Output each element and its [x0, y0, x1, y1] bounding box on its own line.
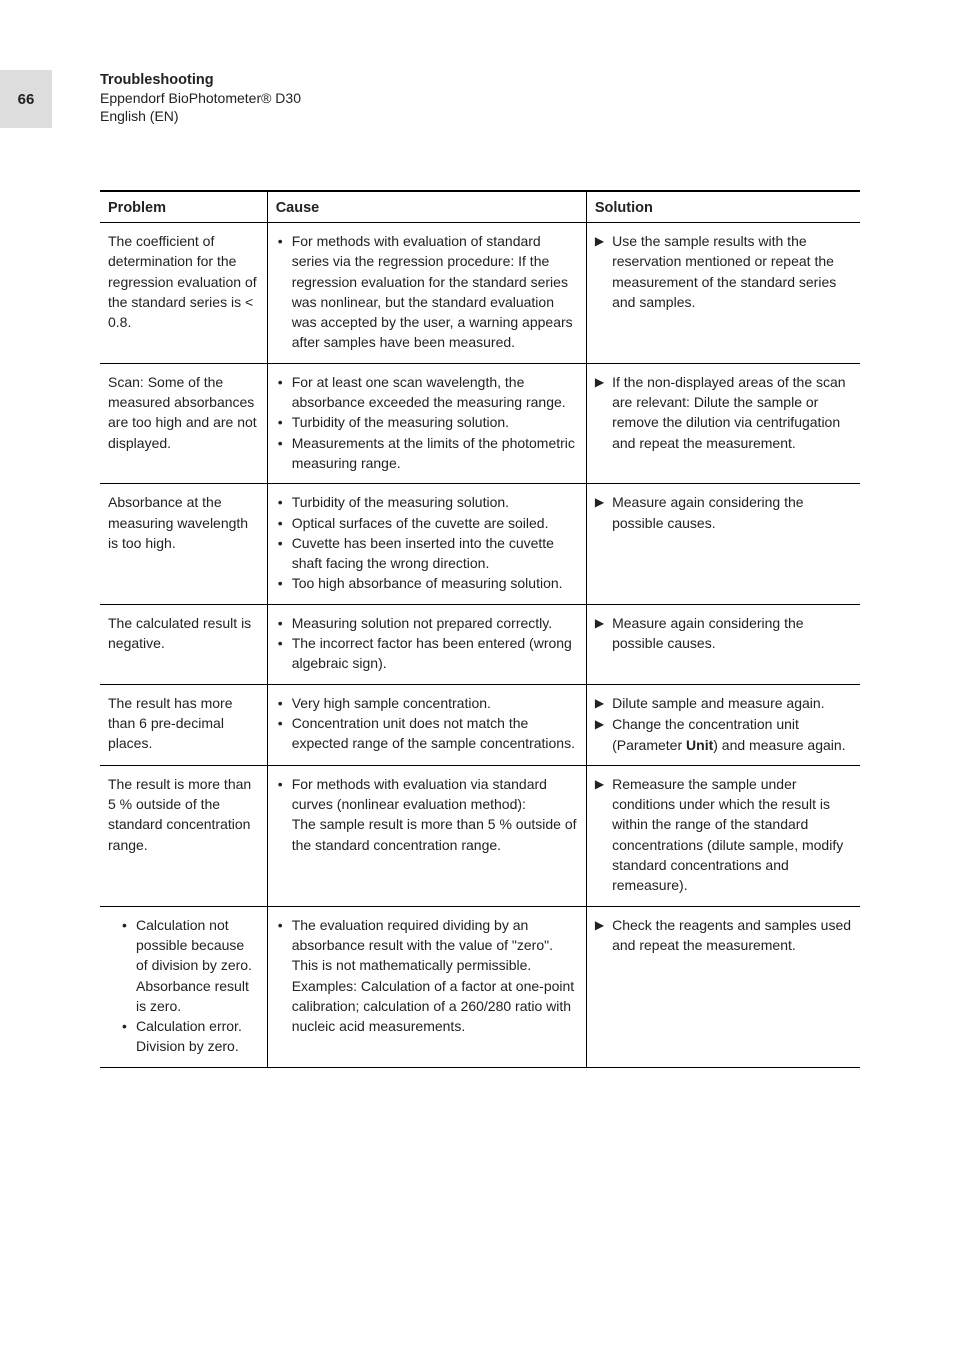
table-row: The coefficient of determination for the… — [100, 223, 860, 364]
cell-solution: ▶ Use the sample results with the reserv… — [586, 223, 860, 364]
triangle-icon: ▶ — [595, 774, 604, 896]
cell-solution: ▶ If the non-displayed areas of the scan… — [586, 363, 860, 483]
cell-cause: For at least one scan wavelength, the ab… — [267, 363, 586, 483]
cause-item: Cuvette has been inserted into the cuvet… — [292, 533, 578, 574]
triangle-icon: ▶ — [595, 693, 604, 715]
cell-problem: The result is more than 5 % outside of t… — [100, 765, 267, 906]
cell-solution: ▶ Measure again considering the possible… — [586, 484, 860, 604]
cell-problem: Calculation not possible because of divi… — [100, 906, 267, 1067]
solution-text: Remeasure the sample under conditions un… — [612, 774, 852, 896]
page-number-tab: 66 — [0, 70, 52, 128]
table-row: The result is more than 5 % outside of t… — [100, 765, 860, 906]
table-row: The result has more than 6 pre-decimal p… — [100, 684, 860, 765]
cell-solution: ▶ Check the reagents and samples used an… — [586, 906, 860, 1067]
cause-item: Concentration unit does not match the ex… — [292, 713, 578, 754]
cause-item: Measuring solution not prepared correctl… — [292, 613, 578, 633]
table-row: Calculation not possible because of divi… — [100, 906, 860, 1067]
cause-lead: For methods with evaluation via standard… — [292, 776, 547, 812]
cell-cause: For methods with evaluation of standard … — [267, 223, 586, 364]
cause-trailing: Examples: Calculation of a factor at one… — [292, 978, 575, 1035]
table-row: Absorbance at the measuring wavelength i… — [100, 484, 860, 604]
solution-text: If the non-displayed areas of the scan a… — [612, 372, 852, 453]
page-number: 66 — [18, 91, 35, 108]
problem-text: The calculated result is negative. — [108, 615, 251, 651]
solution-text: Check the reagents and samples used and … — [612, 915, 852, 956]
cause-item: For methods with evaluation via standard… — [292, 774, 578, 855]
solution-item: ▶ Measure again considering the possible… — [595, 613, 852, 654]
cell-cause: The evaluation required dividing by an a… — [267, 906, 586, 1067]
cause-item: Turbidity of the measuring solution. — [292, 492, 578, 512]
triangle-icon: ▶ — [595, 492, 604, 533]
table-row: The calculated result is negative. Measu… — [100, 604, 860, 684]
triangle-icon: ▶ — [595, 714, 604, 755]
problem-text: The result has more than 6 pre-decimal p… — [108, 695, 233, 752]
problem-text: The coefficient of determination for the… — [108, 233, 257, 330]
cell-solution: ▶ Remeasure the sample under conditions … — [586, 765, 860, 906]
triangle-icon: ▶ — [595, 372, 604, 453]
cause-list: Measuring solution not prepared correctl… — [276, 613, 578, 674]
cause-item: Measurements at the limits of the photom… — [292, 433, 578, 474]
solution-item: ▶ Use the sample results with the reserv… — [595, 231, 852, 312]
header-title: Troubleshooting — [100, 72, 301, 88]
cause-lead: The evaluation required dividing by an a… — [292, 917, 553, 974]
cell-problem: The result has more than 6 pre-decimal p… — [100, 684, 267, 765]
cell-cause: Very high sample concentration. Concentr… — [267, 684, 586, 765]
cell-problem: The coefficient of determination for the… — [100, 223, 267, 364]
cause-item: Very high sample concentration. — [292, 693, 578, 713]
cause-item: Optical surfaces of the cuvette are soil… — [292, 513, 578, 533]
cause-list: Very high sample concentration. Concentr… — [276, 693, 578, 754]
cause-item: Turbidity of the measuring solution. — [292, 412, 578, 432]
solution-item: ▶ Change the concentration unit (Paramet… — [595, 714, 852, 755]
triangle-icon: ▶ — [595, 231, 604, 312]
solution-text: Change the concentration unit (Parameter… — [612, 714, 852, 755]
cause-item: For at least one scan wavelength, the ab… — [292, 372, 578, 413]
problem-item: Calculation not possible because of divi… — [136, 915, 259, 1016]
solution-text: Measure again considering the possible c… — [612, 492, 852, 533]
solution-item: ▶ Check the reagents and samples used an… — [595, 915, 852, 956]
solution-item: ▶ Dilute sample and measure again. — [595, 693, 852, 715]
cell-problem: Absorbance at the measuring wavelength i… — [100, 484, 267, 604]
cause-trailing: The sample result is more than 5 % outsi… — [292, 816, 577, 852]
cause-item: For methods with evaluation of standard … — [292, 231, 578, 353]
problem-item: Calculation error. Division by zero. — [136, 1016, 259, 1057]
header-subtitle-1: Eppendorf BioPhotometer® D30 — [100, 90, 301, 106]
header-subtitle-2: English (EN) — [100, 108, 301, 124]
solution-text: Use the sample results with the reservat… — [612, 231, 852, 312]
cell-cause: Turbidity of the measuring solution. Opt… — [267, 484, 586, 604]
page-header: Troubleshooting Eppendorf BioPhotometer®… — [100, 72, 301, 124]
cause-list: Turbidity of the measuring solution. Opt… — [276, 492, 578, 593]
troubleshooting-table: Problem Cause Solution The coefficient o… — [100, 190, 860, 1068]
solution-item: ▶ If the non-displayed areas of the scan… — [595, 372, 852, 453]
solution-item: ▶ Measure again considering the possible… — [595, 492, 852, 533]
solution-text: Dilute sample and measure again. — [612, 693, 852, 715]
problem-text: Absorbance at the measuring wavelength i… — [108, 494, 248, 551]
cell-solution: ▶ Dilute sample and measure again. ▶ Cha… — [586, 684, 860, 765]
cell-solution: ▶ Measure again considering the possible… — [586, 604, 860, 684]
col-header-problem: Problem — [100, 191, 267, 223]
table-row: Scan: Some of the measured absorbances a… — [100, 363, 860, 483]
cause-list: For methods with evaluation of standard … — [276, 231, 578, 353]
problem-text: The result is more than 5 % outside of t… — [108, 776, 251, 853]
cause-item: The evaluation required dividing by an a… — [292, 915, 578, 1037]
problem-text: Scan: Some of the measured absorbances a… — [108, 374, 257, 451]
triangle-icon: ▶ — [595, 613, 604, 654]
cause-list: The evaluation required dividing by an a… — [276, 915, 578, 1037]
solution-text: Measure again considering the possible c… — [612, 613, 852, 654]
cause-list: For methods with evaluation via standard… — [276, 774, 578, 855]
col-header-cause: Cause — [267, 191, 586, 223]
problem-list: Calculation not possible because of divi… — [108, 915, 259, 1057]
solution-item: ▶ Remeasure the sample under conditions … — [595, 774, 852, 896]
table-header-row: Problem Cause Solution — [100, 191, 860, 223]
cause-item: The incorrect factor has been entered (w… — [292, 633, 578, 674]
cell-cause: For methods with evaluation via standard… — [267, 765, 586, 906]
troubleshooting-table-wrap: Problem Cause Solution The coefficient o… — [100, 190, 860, 1068]
cause-item: Too high absorbance of measuring solutio… — [292, 573, 578, 593]
cause-list: For at least one scan wavelength, the ab… — [276, 372, 578, 473]
cell-problem: Scan: Some of the measured absorbances a… — [100, 363, 267, 483]
cell-problem: The calculated result is negative. — [100, 604, 267, 684]
col-header-solution: Solution — [586, 191, 860, 223]
cell-cause: Measuring solution not prepared correctl… — [267, 604, 586, 684]
triangle-icon: ▶ — [595, 915, 604, 956]
